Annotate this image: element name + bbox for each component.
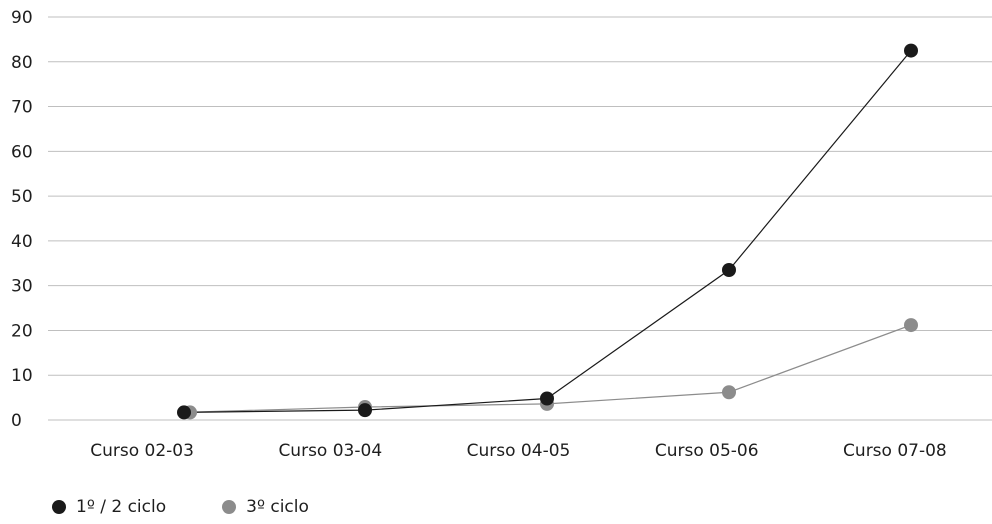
x-category-label: Curso 03-04 <box>278 441 382 461</box>
y-tick-label: 20 <box>11 321 33 341</box>
y-tick-label: 60 <box>11 142 33 162</box>
y-tick-label: 30 <box>11 277 33 297</box>
series-line-1 <box>183 50 912 413</box>
y-tick-label: 80 <box>11 53 33 73</box>
x-axis-category-labels: Curso 02-03 Curso 03-04 Curso 04-05 Curso 0… <box>90 441 947 461</box>
data-point-series-1 <box>722 262 736 277</box>
y-tick-label: 50 <box>11 187 33 207</box>
data-point-series-1 <box>904 43 918 58</box>
legend-label-series-2: 3º ciclo <box>246 497 309 517</box>
data-point-series-1 <box>358 403 372 418</box>
y-axis-tick-labels: 0 10 20 30 40 50 60 70 80 90 <box>11 8 33 431</box>
legend-item-series-2: 3º ciclo <box>222 497 309 517</box>
data-point-series-1 <box>540 391 554 406</box>
y-tick-label: 70 <box>11 98 33 118</box>
x-category-label: Curso 02-03 <box>90 441 194 461</box>
data-point-series-1 <box>177 405 191 420</box>
series-layer <box>177 43 918 420</box>
y-tick-label: 40 <box>11 232 33 252</box>
y-tick-label: 0 <box>11 411 22 431</box>
line-chart: 0 10 20 30 40 50 60 70 80 90 Curso 02-03 Curso 03-… <box>11 8 992 461</box>
legend: 1º / 2 ciclo 3º ciclo <box>52 497 309 517</box>
x-category-label: Curso 07-08 <box>843 441 947 461</box>
x-category-label: Curso 04-05 <box>467 441 571 461</box>
legend-marker-series-2 <box>222 500 237 514</box>
data-point-series-2 <box>722 385 736 400</box>
y-tick-label: 10 <box>11 366 33 386</box>
x-category-label: Curso 05-06 <box>655 441 759 461</box>
y-tick-label: 90 <box>11 8 33 28</box>
gridlines <box>48 16 992 421</box>
data-point-series-2 <box>904 318 918 333</box>
legend-label-series-1: 1º / 2 ciclo <box>76 497 167 517</box>
legend-marker-series-1 <box>52 500 66 514</box>
legend-item-series-1: 1º / 2 ciclo <box>52 497 166 517</box>
